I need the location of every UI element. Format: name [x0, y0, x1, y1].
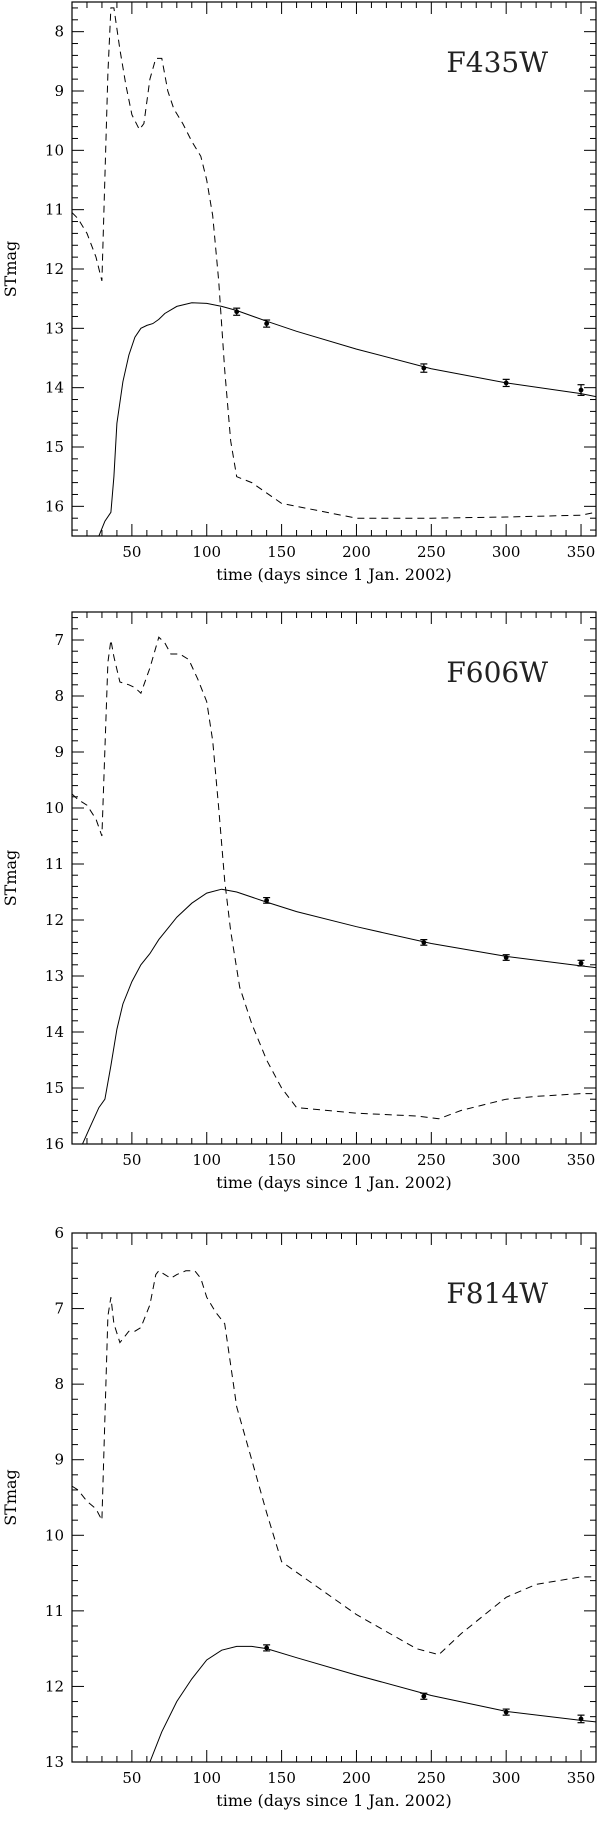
model-curve-solid [149, 1645, 596, 1762]
data-point [420, 363, 428, 373]
x-tick-label: 300 [492, 1769, 521, 1787]
model-curve-dashed [72, 1270, 596, 1656]
y-tick-label: 9 [54, 1451, 64, 1469]
y-tick-label: 8 [54, 1375, 64, 1393]
data-point [577, 959, 585, 967]
data-point [502, 378, 510, 388]
x-tick-label: 50 [122, 1151, 141, 1169]
x-tick-label: 350 [567, 1769, 596, 1787]
chart-panel-f435w: 50 100 150 200 250 300 350 8 9 10 11 12 13 14 15 16 time… [1, 1, 597, 584]
y-tick-label: 9 [54, 743, 64, 761]
y-tick-label: 11 [45, 1602, 64, 1620]
x-tick-label: 50 [122, 543, 141, 561]
x-axis-label: time (days since 1 Jan. 2002) [216, 565, 451, 584]
point-marker [234, 309, 240, 315]
data-point [502, 954, 510, 961]
point-marker [503, 380, 509, 386]
data-point [502, 1708, 510, 1716]
x-tick-label: 300 [492, 543, 521, 561]
plot-frame [71, 1232, 597, 1763]
data-point [233, 307, 241, 316]
y-tick-label: 13 [45, 967, 64, 985]
x-tick-label: 100 [192, 543, 221, 561]
x-tick-label: 50 [122, 1769, 141, 1787]
y-tick-label: 10 [45, 141, 64, 159]
data-point [577, 384, 585, 396]
model-curve-dashed [72, 7, 596, 519]
x-tick-label: 150 [267, 543, 296, 561]
y-tick-label: 12 [45, 260, 64, 278]
y-tick-label: 11 [45, 201, 64, 219]
x-tick-label: 200 [342, 1151, 371, 1169]
x-axis-label: time (days since 1 Jan. 2002) [216, 1791, 451, 1810]
x-tick-label: 200 [342, 543, 371, 561]
data-point [263, 319, 271, 328]
x-tick-label: 250 [417, 543, 446, 561]
data-point [577, 1714, 585, 1724]
y-tick-label: 16 [45, 1135, 64, 1153]
y-tick-label: 14 [45, 379, 64, 397]
y-tick-label: 16 [45, 497, 64, 515]
filter-label: F606W [446, 656, 548, 689]
chart-panel-f606w: 50 100 150 200 250 300 350 7 8 9 10 11 12 13 14 15 16 tim… [1, 611, 597, 1192]
x-tick-label: 150 [267, 1151, 296, 1169]
y-axis-label: STmag [1, 1469, 20, 1526]
y-tick-label: 10 [45, 799, 64, 817]
x-tick-label: 100 [192, 1769, 221, 1787]
x-tick-label: 350 [567, 543, 596, 561]
y-axis-label: STmag [1, 241, 20, 298]
x-tick-label: 300 [492, 1151, 521, 1169]
filter-label: F814W [446, 1277, 548, 1310]
y-tick-label: 12 [45, 911, 64, 929]
x-axis-label: time (days since 1 Jan. 2002) [216, 1173, 451, 1192]
y-tick-label: 15 [45, 1079, 64, 1097]
point-marker [503, 1709, 509, 1715]
point-marker [264, 898, 270, 903]
y-tick-label: 13 [45, 1753, 64, 1771]
point-marker [421, 940, 427, 945]
plot-frame [71, 1, 597, 537]
data-point [263, 1644, 271, 1652]
x-tick-label: 350 [567, 1151, 596, 1169]
data-point [420, 1692, 428, 1700]
y-tick-label: 9 [54, 82, 64, 100]
model-curve-dashed [72, 636, 596, 1120]
y-tick-label: 15 [45, 438, 64, 456]
model-curve-solid [82, 888, 596, 1144]
data-point [420, 938, 428, 946]
x-tick-label: 100 [192, 1151, 221, 1169]
y-axis-label: STmag [1, 850, 20, 907]
x-tick-label: 150 [267, 1769, 296, 1787]
point-marker [421, 365, 427, 371]
y-tick-label: 8 [54, 23, 64, 41]
y-tick-label: 10 [45, 1526, 64, 1544]
y-tick-label: 13 [45, 319, 64, 337]
point-marker [578, 1716, 584, 1722]
model-curve-solid [98, 302, 596, 536]
point-marker [264, 321, 270, 326]
y-tick-label: 14 [45, 1023, 64, 1041]
y-tick-label: 6 [54, 1224, 64, 1242]
y-tick-label: 12 [45, 1677, 64, 1695]
point-marker [578, 387, 584, 393]
point-marker [421, 1693, 427, 1699]
plot-frame [71, 611, 597, 1145]
y-tick-label: 11 [45, 855, 64, 873]
data-point [263, 896, 271, 904]
chart-panel-f814w: 50 100 150 200 250 300 350 6 7 8 9 10 11 12 13 time (da… [1, 1224, 597, 1810]
point-marker [578, 960, 584, 966]
filter-label: F435W [446, 46, 548, 79]
y-tick-label: 7 [54, 1300, 64, 1318]
point-marker [503, 955, 509, 960]
x-tick-label: 250 [417, 1151, 446, 1169]
y-tick-label: 7 [54, 631, 64, 649]
x-tick-label: 200 [342, 1769, 371, 1787]
point-marker [264, 1645, 270, 1651]
y-tick-label: 8 [54, 687, 64, 705]
x-tick-label: 250 [417, 1769, 446, 1787]
